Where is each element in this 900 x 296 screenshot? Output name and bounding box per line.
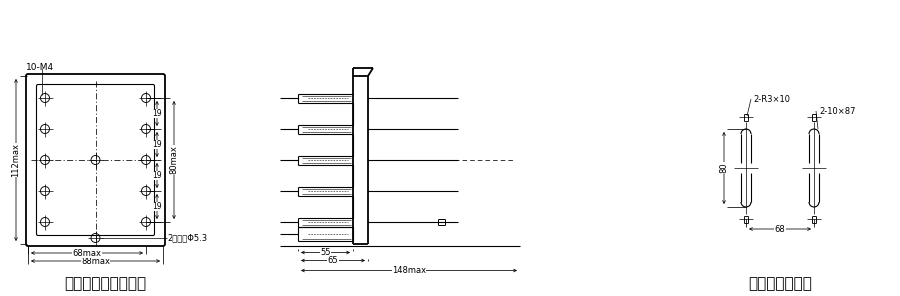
Text: 88max: 88max [81,257,110,266]
Text: 2安装孔Φ5.3: 2安装孔Φ5.3 [167,234,207,242]
Text: 55: 55 [320,248,331,257]
Text: 安装开孔尺寸图: 安装开孔尺寸图 [748,276,812,292]
Text: 80: 80 [719,163,728,173]
Text: 2-10×87: 2-10×87 [819,107,856,115]
Text: 65: 65 [328,256,338,265]
Text: 68: 68 [775,224,786,234]
Text: 19: 19 [152,140,162,149]
Text: 10-M4: 10-M4 [26,64,54,73]
Text: 19: 19 [152,171,162,180]
Text: 板后接线外形尺寸图: 板后接线外形尺寸图 [65,276,147,292]
Text: 68max: 68max [73,249,102,258]
Text: 148max: 148max [392,266,426,275]
Text: 80max: 80max [169,146,178,174]
Text: 19: 19 [152,202,162,211]
Text: 19: 19 [152,109,162,118]
Text: 2-R3×10: 2-R3×10 [753,94,790,104]
Text: 112max: 112max [12,143,21,177]
